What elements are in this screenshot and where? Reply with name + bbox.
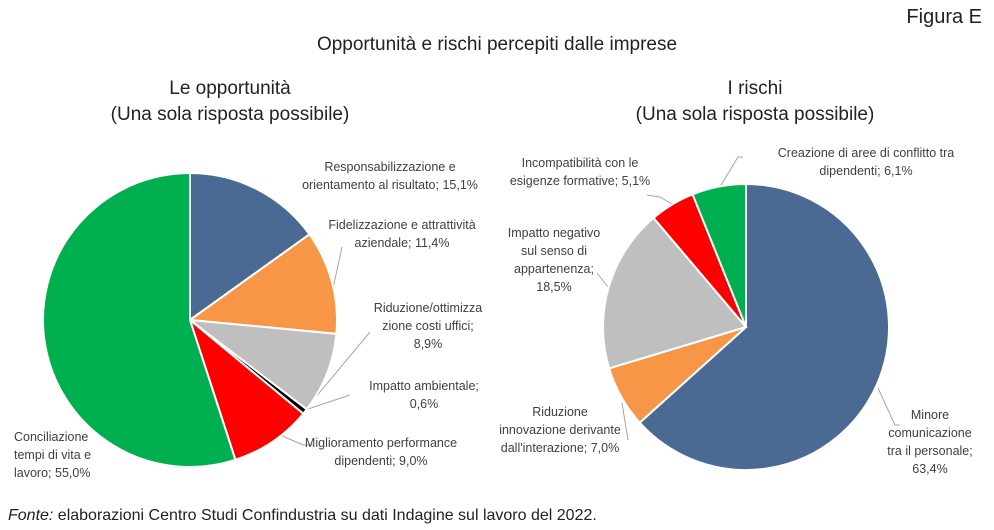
data-label: Riduzione/ottimizza zione costi uffici; … <box>373 301 483 351</box>
pie-slice <box>186 318 338 411</box>
pie-slice <box>187 317 305 462</box>
data-label: Incompatibilità con le esigenze formativ… <box>509 156 651 188</box>
pie-slice <box>42 171 237 468</box>
pie-slice <box>189 171 311 322</box>
data-label: Impatto ambientale; 0,6% <box>369 379 479 411</box>
data-label: Creazione di aree di conflitto tra dipen… <box>777 146 955 178</box>
left-pie <box>42 171 338 468</box>
leader-line <box>304 394 351 411</box>
left-pie-subtitle: (Una sola risposta possibile) <box>110 104 350 125</box>
left-pie-title: Le opportunità <box>169 78 291 99</box>
right-pie-subtitle: (Una sola risposta possibile) <box>635 104 875 125</box>
data-label: Minore comunicazione tra il personale; 6… <box>887 408 973 476</box>
data-label: Riduzione innovazione derivante dall'int… <box>499 405 621 455</box>
chart-title: Opportunità e rischi percepiti dalle imp… <box>316 34 678 55</box>
leader-line <box>719 156 743 188</box>
data-label: Miglioramento performance dipendenti; 9,… <box>304 436 458 468</box>
data-label: Conciliazione tempi di vita e lavoro; 55… <box>14 430 92 480</box>
leader-line <box>646 194 673 205</box>
leader-line <box>621 402 629 441</box>
source-text: elaborazioni Centro Studi Confindustria … <box>53 507 597 524</box>
pie-slice <box>187 232 338 335</box>
leader-line <box>877 387 900 426</box>
leader-line <box>279 434 313 446</box>
pie-slice <box>602 216 748 370</box>
right-pie <box>602 182 890 471</box>
source-prefix: Fonte: <box>8 507 54 524</box>
right-pie-title: I rischi <box>727 78 783 99</box>
pie-slice <box>638 182 890 471</box>
source-note: Fonte: elaborazioni Centro Studi Confind… <box>8 507 597 525</box>
data-label: Impatto negativo sul senso di appartenen… <box>507 226 601 294</box>
pie-slice <box>691 182 747 328</box>
leader-line <box>596 272 609 288</box>
data-label: Responsabilizzazione e orientamento al r… <box>302 160 478 192</box>
figure-label: Figura E <box>906 6 982 28</box>
data-label: Fidelizzazione e attrattività aziendale;… <box>328 218 476 250</box>
